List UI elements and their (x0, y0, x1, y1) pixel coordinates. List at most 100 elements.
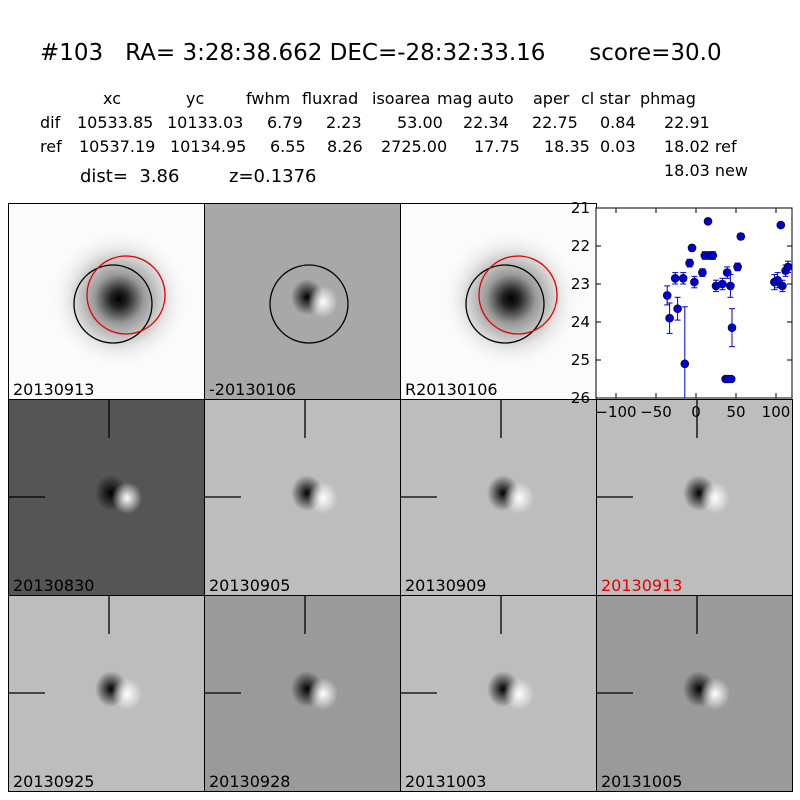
dif-isoarea: 53.00 (397, 113, 443, 132)
data-point (778, 281, 787, 291)
stamp-date-label: 20130913 (13, 380, 95, 399)
dif-fwhm: 6.79 (267, 113, 303, 132)
candidate-id: #103 (40, 40, 104, 66)
ref-cl-star: 0.03 (600, 137, 636, 156)
stamp-panel: 20130830 (8, 399, 205, 596)
stamp-panel: 20130909 (400, 399, 597, 596)
ref-xc: 10537.19 (79, 137, 156, 156)
galaxy-blob (441, 229, 581, 369)
stamp-date-label: 20131003 (405, 772, 487, 791)
stamp-image (9, 400, 204, 595)
data-point (685, 258, 694, 268)
y-tick-label: 23 (571, 275, 590, 293)
data-point (662, 291, 672, 300)
col-mag-auto: mag auto (437, 89, 514, 108)
row-label-dif: dif (40, 113, 61, 132)
data-point (726, 281, 735, 291)
data-point (708, 251, 718, 260)
x-tick-label: 0 (691, 403, 701, 421)
stamp-panel: 20130913 (8, 203, 205, 400)
dif-phmag: 22.91 (664, 113, 710, 132)
stamp-image (205, 204, 400, 399)
dist-value: dist= 3.86 (80, 166, 180, 187)
stamp-image (205, 400, 400, 595)
x-tick-label: 100 (762, 403, 791, 421)
dipole-positive (504, 482, 534, 514)
ref-yc: 10134.95 (170, 137, 247, 156)
data-point (687, 243, 697, 253)
stamp-date-label: 20130925 (13, 772, 95, 791)
data-point (718, 279, 727, 289)
stamp-date-label: 20130830 (13, 576, 95, 595)
stamp-panel: -20130106 (204, 203, 401, 400)
stamp-image (9, 596, 204, 791)
stamp-date-label: 20131005 (601, 772, 683, 791)
ref-phmag: 18.02 ref (664, 137, 737, 156)
stamp-image (401, 596, 596, 791)
data-point (776, 220, 786, 230)
dif-fluxrad: 2.23 (326, 113, 362, 132)
stamp-date-label: 20130905 (209, 576, 291, 595)
data-point (680, 359, 690, 369)
y-tick-label: 25 (571, 351, 590, 369)
stamp-image (597, 400, 792, 595)
stamp-panel: 20130913 (596, 399, 793, 596)
col-isoarea: isoarea (372, 89, 431, 108)
stamp-image (597, 596, 792, 791)
dif-mag-auto: 22.34 (463, 113, 509, 132)
dipole-positive (700, 482, 730, 514)
dif-xc: 10533.85 (77, 113, 154, 132)
reference-circle (478, 255, 558, 335)
dipole-positive (700, 678, 730, 710)
ref-fwhm: 6.55 (270, 137, 306, 156)
light-curve-svg: 21 22 23 24 25 26 −100 −50 0 50 100 (571, 199, 793, 421)
data-point (678, 274, 688, 283)
aperture-circle (465, 264, 545, 344)
stamp-panel: 20131003 (400, 595, 597, 792)
stamp-image (9, 204, 204, 399)
ra-dec: RA= 3:28:38.662 DEC=-28:32:33.16 (125, 40, 546, 66)
x-tick-label: −50 (640, 403, 672, 421)
data-point (783, 262, 793, 272)
x-tick-label: 50 (726, 403, 745, 421)
dipole-positive (308, 286, 338, 318)
aperture-circle (73, 264, 153, 344)
y-tick-label: 26 (571, 389, 590, 407)
y-tick-label: 24 (571, 313, 590, 331)
dif-yc: 10133.03 (167, 113, 244, 132)
data-point (727, 323, 737, 332)
aperture-circle (269, 264, 349, 344)
row-label-ref: ref (40, 137, 62, 156)
phmag-new: 18.03 new (664, 161, 748, 180)
data-point (690, 277, 699, 287)
y-tick-label: 21 (571, 199, 590, 217)
dipole-positive (504, 678, 534, 710)
redshift-value: z=0.1376 (229, 166, 317, 187)
score: score=30.0 (589, 40, 722, 66)
stamp-panel: 20130928 (204, 595, 401, 792)
stamp-date-label: R20130106 (405, 380, 498, 399)
stamp-panel: 20130905 (204, 399, 401, 596)
stamp-date-label: 20130909 (405, 576, 487, 595)
col-fwhm: fwhm (246, 89, 291, 108)
stamp-date-label: 20130913 (601, 576, 683, 595)
stamp-panel: R20130106 (400, 203, 597, 400)
reference-circle (86, 255, 166, 335)
light-curve-plot: 21 22 23 24 25 26 −100 −50 0 50 100 (560, 196, 800, 426)
data-point (703, 216, 713, 226)
data-point (670, 274, 680, 283)
candidate-title: #103 RA= 3:28:38.662 DEC=-28:32:33.16 sc… (40, 40, 722, 66)
ref-isoarea: 2725.00 (381, 137, 448, 156)
data-point (673, 304, 682, 313)
ref-aper: 18.35 (544, 137, 590, 156)
dipole-positive (112, 678, 142, 710)
dipole-positive (112, 482, 142, 514)
col-yc: yc (186, 89, 205, 108)
stamp-image (205, 596, 400, 791)
stamp-date-label: 20130928 (209, 772, 291, 791)
ref-mag-auto: 17.75 (474, 137, 520, 156)
col-xc: xc (103, 89, 121, 108)
col-phmag: phmag (640, 89, 696, 108)
data-point (698, 268, 707, 277)
stamp-image (401, 400, 596, 595)
